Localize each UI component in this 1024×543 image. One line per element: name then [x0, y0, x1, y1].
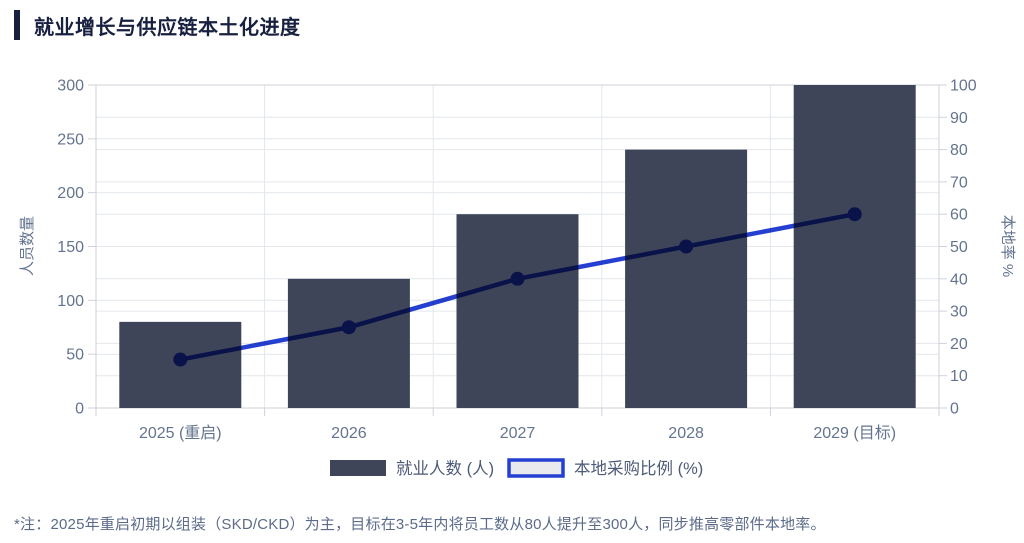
right-tick-label: 10 [950, 368, 968, 385]
line-marker [679, 239, 694, 254]
bar [456, 214, 579, 408]
line-marker [510, 271, 525, 286]
x-tick-label: 2029 (目标) [813, 424, 896, 442]
right-tick-label: 0 [950, 401, 959, 418]
legend-label-line: 本地采购比例 (%) [574, 459, 703, 478]
right-tick-label: 20 [950, 336, 968, 353]
x-tick-label: 2026 [331, 425, 367, 442]
chart-footnote: *注：2025年重启初期以组装（SKD/CKD）为主，目标在3-5年内将员工数从… [14, 516, 826, 533]
right-tick-label: 50 [950, 239, 968, 256]
right-tick-label: 60 [950, 207, 968, 224]
left-tick-label: 0 [75, 401, 84, 418]
chart-header: 就业增长与供应链本土化进度 [14, 10, 301, 40]
line-marker [173, 352, 188, 367]
axis-labels: 0 50 100 150 200 250 300 0 10 20 30 40 50 60 70 80 90 100… [19, 78, 1016, 443]
bar [625, 149, 748, 408]
legend-swatch-bar [330, 460, 386, 476]
left-tick-label: 150 [57, 239, 84, 256]
x-tick-label: 2027 [500, 425, 536, 442]
left-tick-label: 50 [66, 347, 84, 364]
right-tick-label: 40 [950, 271, 968, 288]
x-tick-label: 2028 [668, 425, 704, 442]
left-tick-label: 100 [57, 293, 84, 310]
right-tick-label: 80 [950, 142, 968, 159]
line-marker [847, 207, 862, 222]
bar [287, 278, 410, 408]
right-axis-title: 本地率 % [999, 215, 1016, 278]
bar-series [119, 85, 916, 408]
left-tick-label: 200 [57, 185, 84, 202]
title-accent-bar [14, 10, 20, 40]
right-tick-label: 90 [950, 110, 968, 127]
right-tick-label: 70 [950, 174, 968, 191]
legend-label-bar: 就业人数 (人) [396, 459, 494, 478]
bar [793, 85, 916, 408]
line-series [173, 207, 862, 367]
chart-legend: 就业人数 (人) 本地采购比例 (%) [330, 458, 703, 478]
legend-swatch-line [507, 458, 565, 478]
x-tick-label: 2025 (重启) [139, 424, 222, 442]
right-tick-label: 100 [950, 78, 977, 95]
right-tick-label: 30 [950, 304, 968, 321]
page-title: 就业增长与供应链本土化进度 [34, 16, 301, 39]
left-axis-title: 人员数量 [19, 216, 36, 276]
left-tick-label: 250 [57, 131, 84, 148]
line-marker [341, 320, 356, 335]
left-tick-label: 300 [57, 78, 84, 95]
